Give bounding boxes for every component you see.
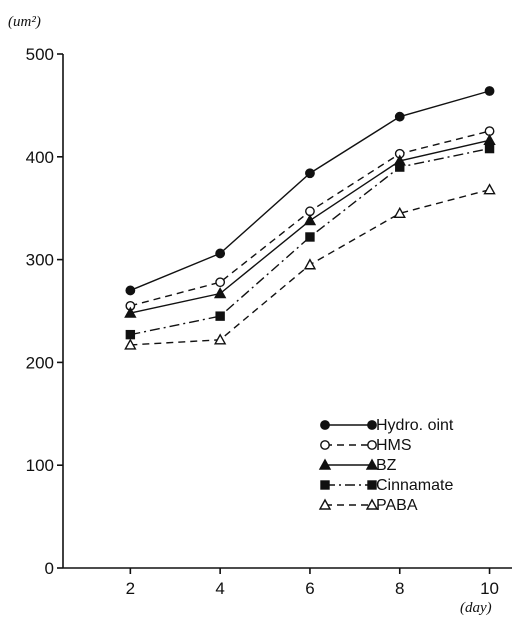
y-tick-label: 0	[45, 559, 54, 578]
series-bz	[124, 133, 496, 318]
axes: 0 100 200 300 400 500 2 4 6 8 10	[26, 45, 512, 598]
data-point	[124, 338, 137, 350]
x-tick-label: 10	[480, 579, 499, 598]
data-point	[305, 232, 315, 242]
legend-label: PABA	[376, 497, 418, 514]
legend-marker	[318, 458, 332, 470]
legend-marker	[367, 440, 377, 450]
data-point	[484, 86, 495, 96]
x-unit-label: (day)	[460, 600, 492, 616]
data-point	[483, 183, 496, 195]
data-point	[215, 277, 226, 288]
legend-marker	[320, 440, 330, 450]
x-tick-label: 6	[305, 579, 314, 598]
y-tick-label: 100	[26, 456, 54, 475]
legend-entry: Cinnamate	[320, 477, 453, 494]
legend-entry: HMS	[320, 437, 412, 454]
legend-entry: BZ	[318, 457, 397, 474]
x-tick-label: 4	[215, 579, 224, 598]
series-paba	[124, 183, 496, 350]
data-point	[393, 206, 406, 219]
series-line	[130, 139, 490, 314]
data-point	[125, 329, 136, 340]
y-tick-label: 500	[26, 45, 54, 64]
series-cinnamate	[125, 143, 495, 340]
legend-label: BZ	[376, 457, 397, 474]
y-tick-label: 200	[26, 353, 54, 372]
series-layer	[124, 86, 496, 350]
data-point	[215, 311, 225, 321]
series-hydro-oint	[125, 86, 495, 296]
data-point	[125, 285, 136, 296]
legend-marker	[365, 498, 379, 510]
legend-marker	[320, 480, 330, 490]
legend: Hydro. oint HMS BZ Cinnamate PABA	[318, 417, 454, 514]
data-point	[483, 133, 496, 146]
data-point	[124, 306, 137, 318]
data-point	[215, 248, 226, 259]
data-point	[305, 168, 315, 179]
legend-entry: Hydro. oint	[320, 417, 454, 434]
x-tick-label: 8	[395, 579, 404, 598]
y-tick-label: 400	[26, 148, 54, 167]
y-tick-label: 300	[26, 251, 54, 270]
data-point	[303, 214, 317, 226]
y-unit-label: (um²)	[8, 14, 41, 30]
legend-marker	[367, 420, 377, 430]
x-tick-label: 2	[126, 579, 135, 598]
legend-marker	[365, 458, 379, 470]
data-point	[484, 143, 495, 154]
legend-marker	[320, 420, 330, 430]
legend-marker	[318, 498, 332, 510]
legend-entry: PABA	[318, 497, 418, 514]
legend-label: Hydro. oint	[376, 417, 454, 434]
data-point	[394, 111, 405, 122]
data-point	[303, 258, 317, 270]
legend-marker	[367, 480, 377, 490]
legend-label: Cinnamate	[376, 477, 453, 494]
data-point	[213, 333, 227, 345]
legend-label: HMS	[376, 437, 412, 454]
series-line	[130, 147, 490, 336]
series-hms	[125, 126, 495, 311]
data-point	[213, 287, 227, 299]
data-point	[395, 162, 405, 172]
